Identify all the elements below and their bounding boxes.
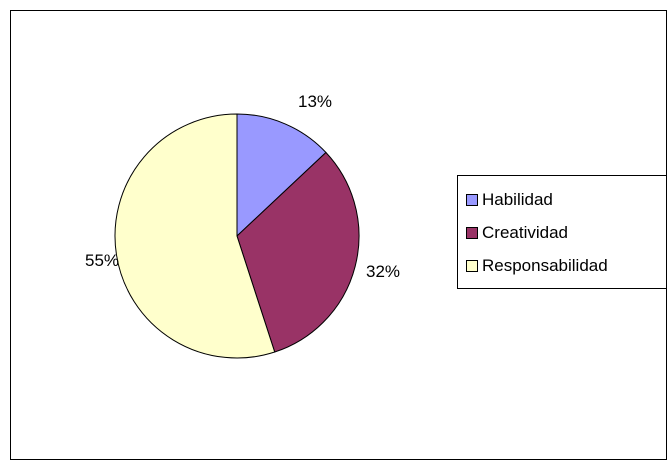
legend-swatch-creatividad (466, 226, 478, 239)
pie-slice-creatividad (236, 151, 360, 353)
legend-label-creatividad: Creatividad (482, 222, 568, 242)
legend-label-responsabilidad: Responsabilidad (482, 255, 608, 275)
pie-slice-habilidad (236, 113, 327, 238)
data-label-creatividad: 32% (366, 262, 400, 281)
legend-swatch-responsabilidad (466, 259, 478, 272)
pie-slice-responsabilidad (114, 113, 276, 359)
legend-label-habilidad: Habilidad (482, 189, 553, 209)
legend-swatch-habilidad (466, 193, 478, 206)
legend-item-creatividad: Creatividad (466, 216, 666, 249)
legend-item-habilidad: Habilidad (466, 183, 666, 216)
data-label-responsabilidad: 55% (85, 251, 119, 270)
data-label-habilidad: 13% (298, 92, 332, 111)
legend: Habilidad Creatividad Responsabilidad (457, 175, 667, 289)
legend-item-responsabilidad: Responsabilidad (466, 249, 666, 282)
